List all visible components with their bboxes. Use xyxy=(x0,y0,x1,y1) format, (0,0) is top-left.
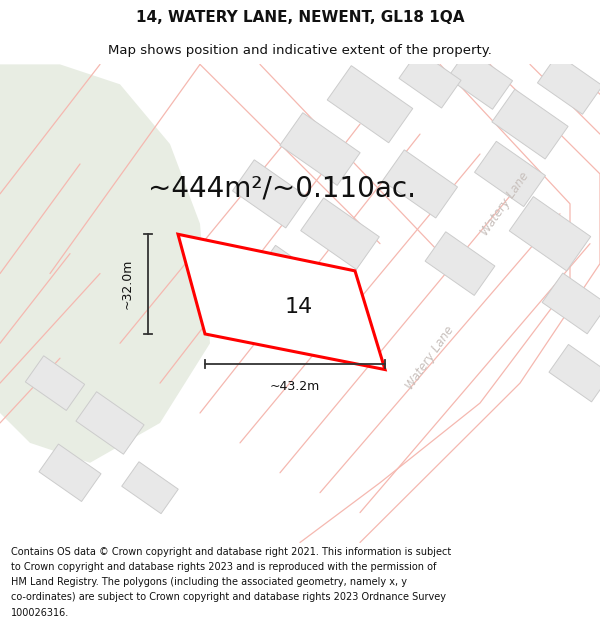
Text: to Crown copyright and database rights 2023 and is reproduced with the permissio: to Crown copyright and database rights 2… xyxy=(11,562,436,572)
Text: 100026316.: 100026316. xyxy=(11,608,69,618)
Polygon shape xyxy=(538,54,600,114)
Polygon shape xyxy=(232,160,308,228)
Text: 14: 14 xyxy=(284,297,313,317)
Polygon shape xyxy=(178,234,385,369)
Text: ~32.0m: ~32.0m xyxy=(121,259,134,309)
Polygon shape xyxy=(475,141,545,207)
Polygon shape xyxy=(382,150,458,218)
Polygon shape xyxy=(76,392,144,454)
Polygon shape xyxy=(542,273,600,334)
Text: 14, WATERY LANE, NEWENT, GL18 1QA: 14, WATERY LANE, NEWENT, GL18 1QA xyxy=(136,10,464,25)
Polygon shape xyxy=(39,444,101,501)
Polygon shape xyxy=(280,112,360,186)
Polygon shape xyxy=(122,462,178,514)
Polygon shape xyxy=(25,356,85,411)
Polygon shape xyxy=(327,66,413,142)
Polygon shape xyxy=(448,49,512,109)
Polygon shape xyxy=(399,51,461,108)
Polygon shape xyxy=(254,246,326,312)
Polygon shape xyxy=(0,64,210,462)
Polygon shape xyxy=(425,232,495,296)
Polygon shape xyxy=(509,197,591,271)
Text: co-ordinates) are subject to Crown copyright and database rights 2023 Ordnance S: co-ordinates) are subject to Crown copyr… xyxy=(11,592,446,602)
Text: Watery Lane: Watery Lane xyxy=(478,170,532,238)
Text: Map shows position and indicative extent of the property.: Map shows position and indicative extent… xyxy=(108,44,492,57)
Text: Contains OS data © Crown copyright and database right 2021. This information is : Contains OS data © Crown copyright and d… xyxy=(11,547,451,557)
Text: HM Land Registry. The polygons (including the associated geometry, namely x, y: HM Land Registry. The polygons (includin… xyxy=(11,577,407,587)
Polygon shape xyxy=(549,344,600,402)
Text: ~43.2m: ~43.2m xyxy=(270,380,320,392)
Text: Watery Lane: Watery Lane xyxy=(403,324,457,392)
Polygon shape xyxy=(301,198,379,269)
Text: ~444m²/~0.110ac.: ~444m²/~0.110ac. xyxy=(148,175,416,203)
Polygon shape xyxy=(492,89,568,159)
